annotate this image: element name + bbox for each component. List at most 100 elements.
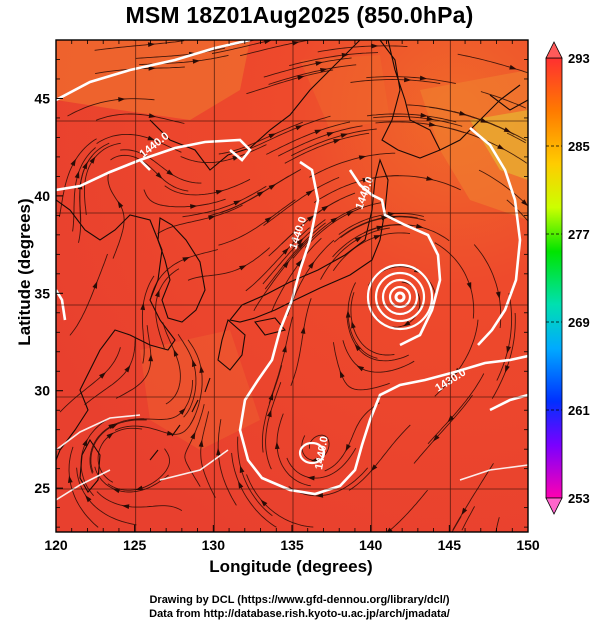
streamline [231,452,277,528]
wind-arrow [106,432,114,439]
streamline [187,339,203,425]
streamline [320,227,390,280]
streamline [208,175,290,217]
wind-arrow [376,225,384,231]
wind-arrow [92,281,98,289]
streamline [262,219,326,285]
streamline [218,199,296,246]
streamline [333,215,418,243]
wind-arrow [419,75,428,81]
wind-arrow [82,438,88,447]
wind-arrow [117,200,124,209]
streamline [268,64,357,85]
wind-arrow [426,116,434,121]
streamline [200,411,216,498]
streamline [265,382,282,470]
wind-arrow [426,176,434,181]
streamline [135,47,225,59]
streamline [79,142,110,222]
wind-arrow [147,42,156,48]
wind-arrow [341,52,350,58]
streamline [491,312,516,399]
wind-arrow [404,77,412,83]
wind-arrow [314,129,323,135]
streamline [89,418,145,474]
streamline [266,121,351,155]
wind-arrow [268,133,277,139]
wind-arrow [373,235,382,240]
wind-arrow [267,409,272,418]
wind-arrow [260,499,268,507]
credit-line-1: Drawing by DCL (https://www.gfd-dennou.o… [149,594,450,606]
streamline [473,244,502,329]
streamline [96,133,182,153]
streamline [157,204,243,234]
streamline [143,189,226,208]
streamline [84,336,136,406]
wind-arrow [459,110,467,116]
wind-arrow [354,343,361,352]
wind-arrow [239,265,247,271]
wind-arrow [428,121,437,127]
streamline [115,325,152,399]
streamline [187,247,271,281]
x-tick-label: 140 [359,537,383,553]
wind-arrow [99,372,106,379]
streamline [289,52,379,67]
streamline [350,79,441,84]
wind-arrow [305,190,314,197]
streamline [350,292,395,356]
streamline [97,427,143,483]
wind-arrow [480,117,489,123]
wind-arrow [118,97,126,102]
wind-arrow [264,40,272,45]
wind-arrow [362,177,370,183]
streamline [59,347,121,413]
colorbar: 293 285 277 269 261 253 [545,41,590,515]
streamline [94,466,169,493]
streamline [348,424,411,491]
colorbar-label: 261 [568,403,590,418]
colorbar-label: 277 [568,227,590,242]
streamline [366,113,457,123]
wind-arrow [495,291,501,300]
x-tick-label: 150 [516,537,540,553]
x-tick-label: 125 [123,537,147,553]
streamline [340,216,426,239]
wind-arrow [192,59,201,64]
streamline [164,178,251,196]
wind-arrow [505,365,510,373]
wind-arrow [415,223,424,229]
wind-arrow [198,439,204,448]
y-tick-label: 45 [34,90,50,106]
streamline [290,298,312,386]
wind-arrow [155,289,160,298]
wind-arrow [282,247,289,255]
wind-arrow [208,215,216,221]
wind-arrow [521,199,528,207]
streamline [76,467,137,526]
streamline [286,447,357,479]
streamline [277,125,363,157]
wind-arrow [67,475,73,483]
wind-arrow [370,464,378,472]
wind-arrow [386,527,393,532]
wind-arrow [89,156,96,164]
credit-line-2: Data from http://database.rish.kyoto-u.a… [149,608,450,620]
streamline [332,342,390,391]
wind-arrow [432,434,440,442]
x-tick-label: 130 [202,537,226,553]
streamline [110,154,189,192]
streamline [313,175,399,203]
wind-arrow [112,488,121,494]
streamline [324,402,380,472]
wind-arrow [295,259,302,267]
streamline [68,446,99,528]
wind-arrow [300,326,306,334]
wind-arrow [326,132,335,137]
streamline [373,116,463,127]
wind-arrow [403,320,411,327]
streamline [317,45,408,53]
wind-arrow [173,349,179,357]
